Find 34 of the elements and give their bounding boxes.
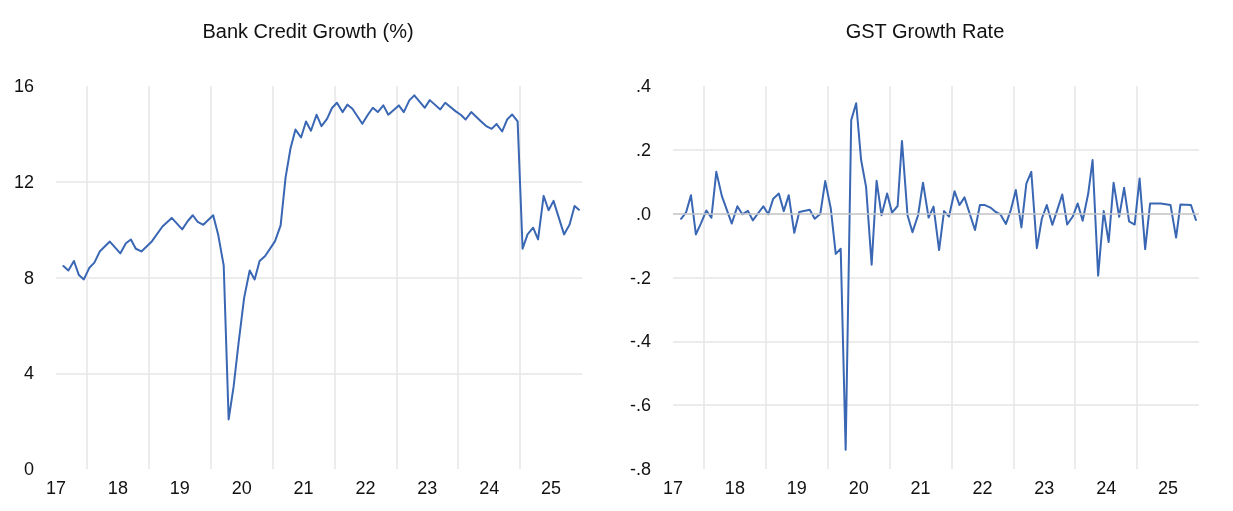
y-tick-label: 8 xyxy=(23,267,34,288)
x-tick-label: 18 xyxy=(724,478,745,498)
x-tick-label: 24 xyxy=(479,478,500,498)
x-tick-label: 23 xyxy=(417,478,438,498)
x-tick-label: 17 xyxy=(662,478,684,498)
y-tick-label: .0 xyxy=(635,203,651,224)
line-series xyxy=(62,94,580,421)
y-tick-label: -.6 xyxy=(629,395,651,416)
y-tick-label: 12 xyxy=(13,171,34,192)
y-tick-label: 0 xyxy=(23,459,34,479)
y-tick-label: -.8 xyxy=(629,459,651,479)
y-tick-label: 16 xyxy=(13,76,34,96)
y-tick-label: -.2 xyxy=(629,267,651,288)
x-tick-label: 24 xyxy=(1096,478,1117,498)
x-tick-label: 23 xyxy=(1034,478,1055,498)
x-tick-label: 25 xyxy=(541,478,562,498)
x-tick-label: 18 xyxy=(107,478,128,498)
x-tick-label: 22 xyxy=(355,478,376,498)
x-tick-label: 17 xyxy=(45,478,67,498)
x-tick-label: 22 xyxy=(972,478,993,498)
x-tick-label: 20 xyxy=(231,478,252,498)
y-tick-label: .4 xyxy=(635,76,651,96)
x-tick-label: 20 xyxy=(848,478,869,498)
x-tick-label: 25 xyxy=(1158,478,1179,498)
chart-title: GST Growth Rate xyxy=(845,20,1005,42)
y-tick-label: -.4 xyxy=(629,331,651,352)
x-tick-label: 19 xyxy=(786,478,807,498)
chart-title: Bank Credit Growth (%) xyxy=(202,20,414,42)
x-tick-label: 21 xyxy=(293,478,314,498)
y-tick-label: .2 xyxy=(635,139,651,160)
line-series xyxy=(680,102,1197,451)
x-tick-label: 21 xyxy=(910,478,931,498)
y-tick-label: 4 xyxy=(23,363,34,384)
x-tick-label: 19 xyxy=(169,478,190,498)
